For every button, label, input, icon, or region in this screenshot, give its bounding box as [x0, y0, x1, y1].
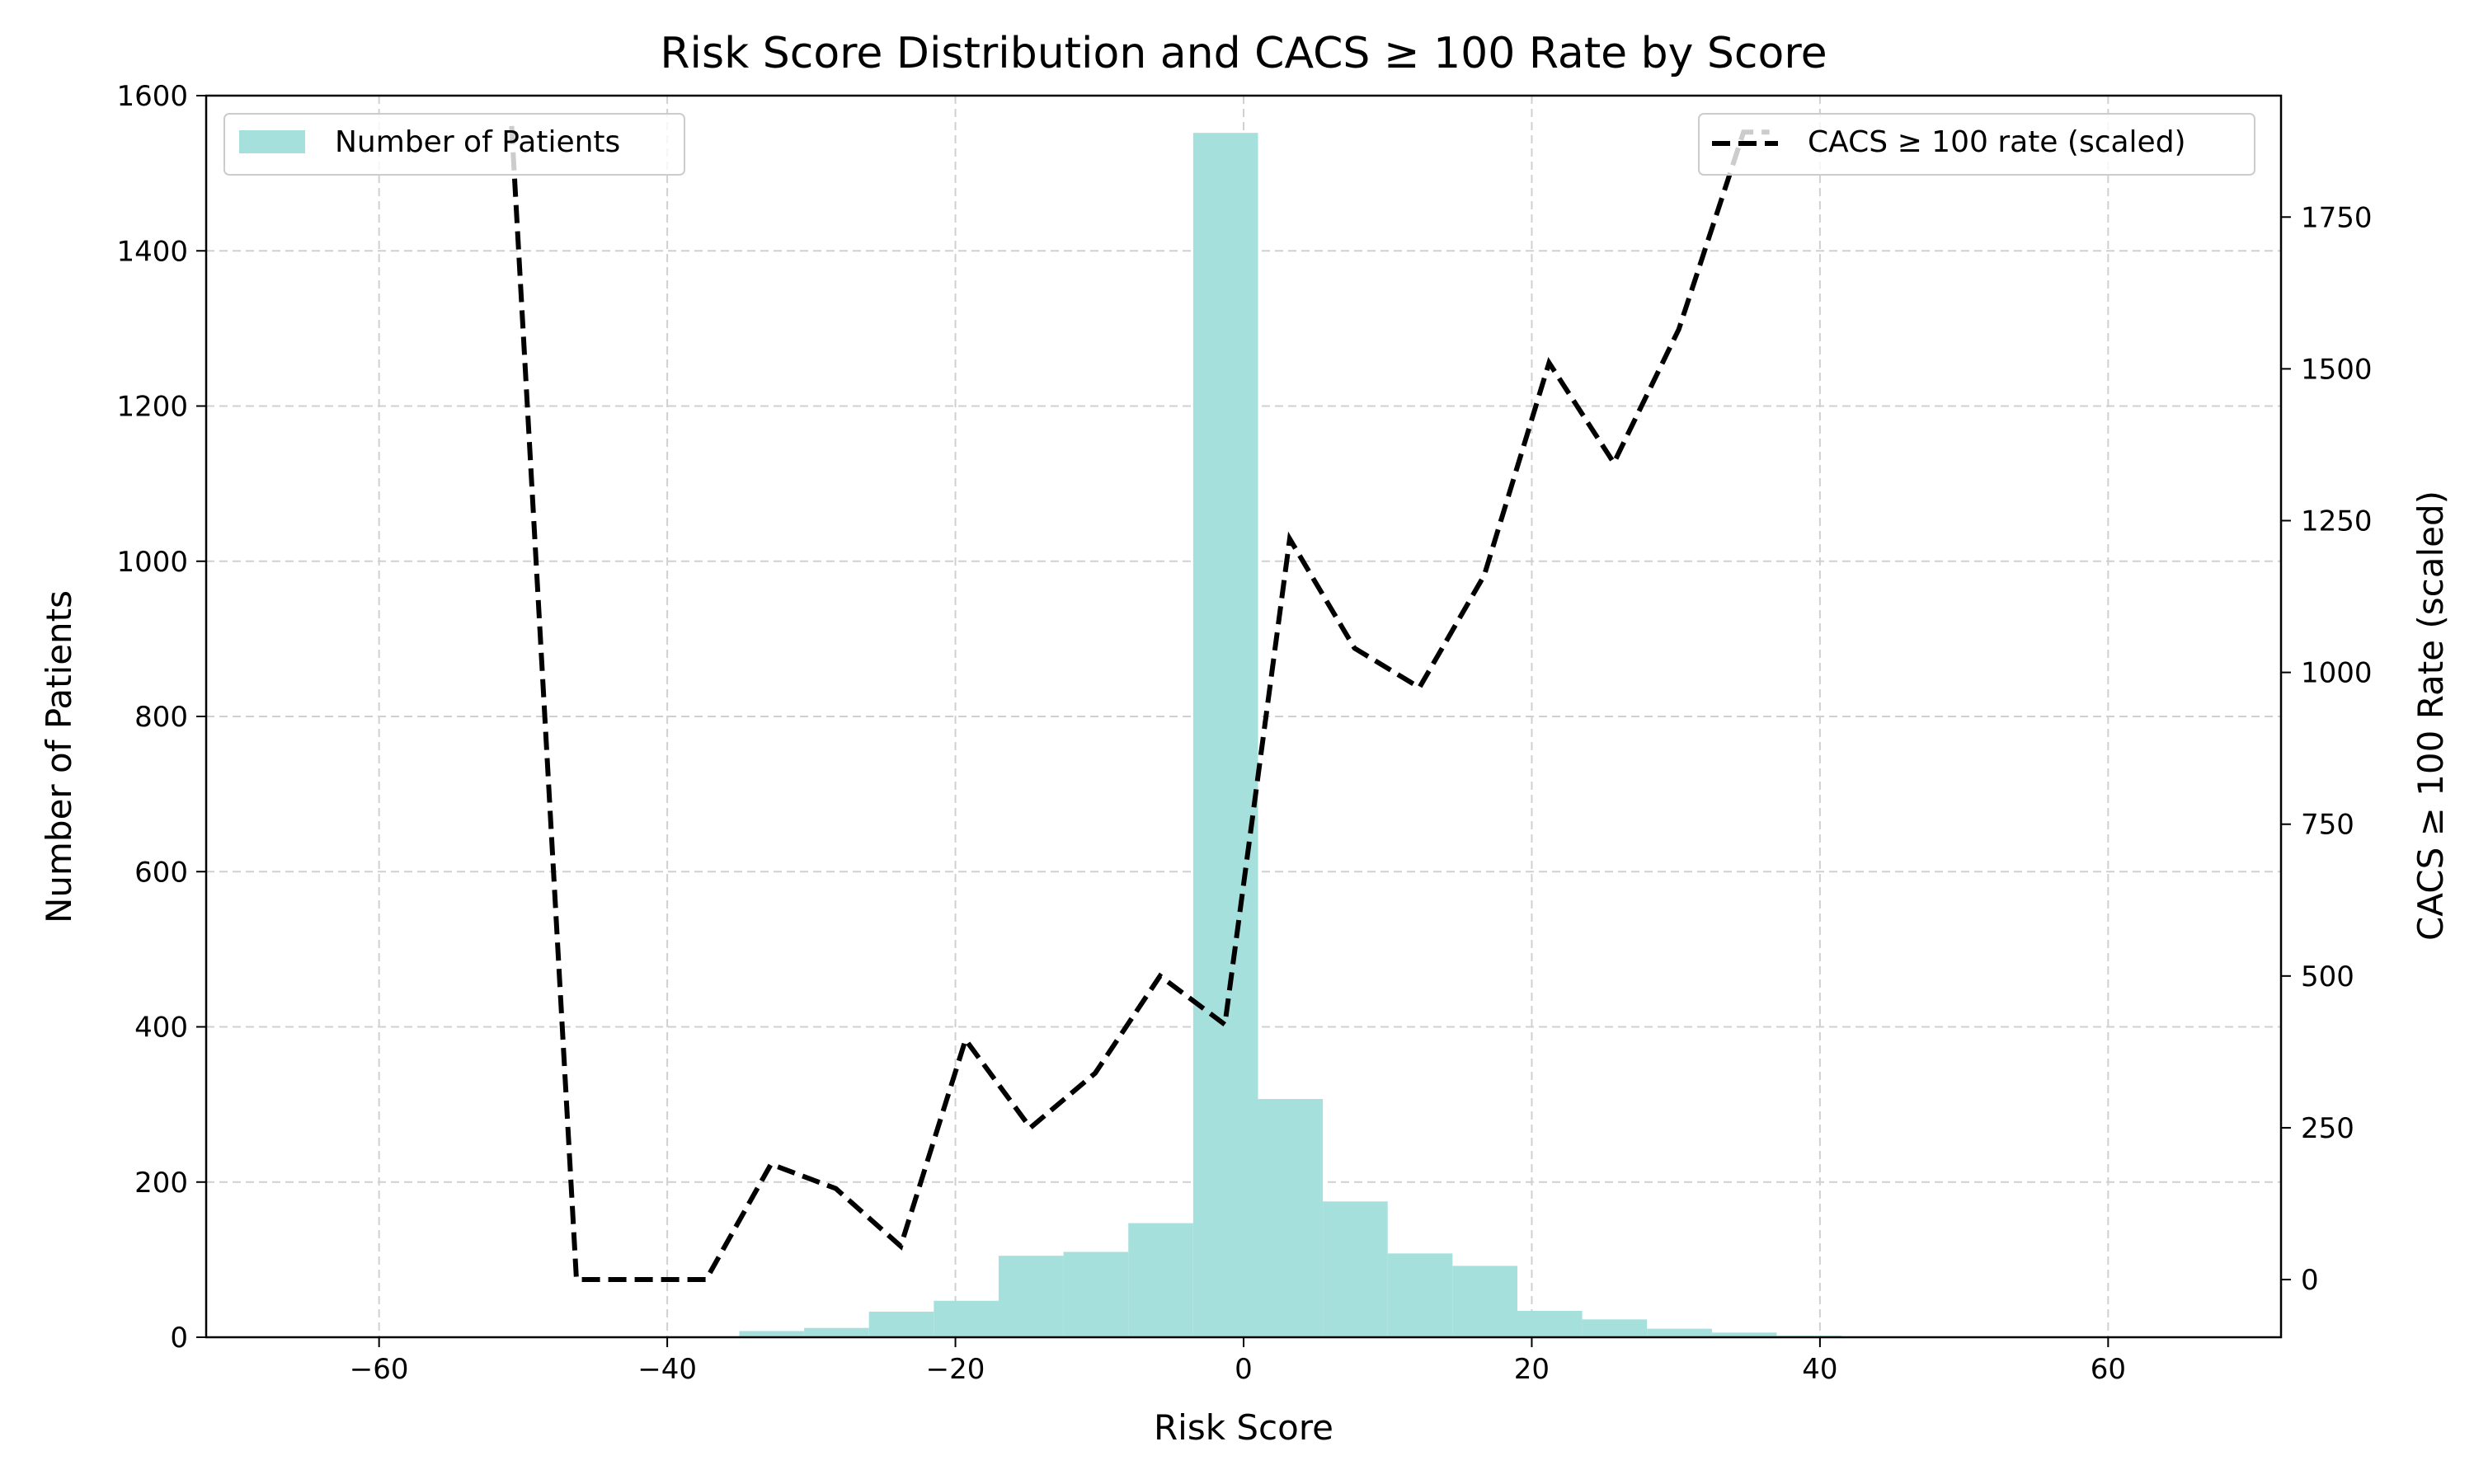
- axis-ticks: −60 −40 −20 0 20 40 60020040060080010001200140…: [116, 80, 2372, 1386]
- y2-tick-label: 750: [2301, 809, 2354, 842]
- y2-tick-label: 250: [2301, 1112, 2354, 1145]
- x-tick-label: −40: [637, 1353, 697, 1386]
- histogram-bar: [1517, 1310, 1583, 1337]
- y2-tick-label: 1500: [2301, 353, 2373, 386]
- histogram-bar: [1192, 133, 1258, 1338]
- x-tick-label: 60: [2091, 1353, 2126, 1386]
- histogram-bar: [1063, 1252, 1129, 1337]
- histogram-bar: [1323, 1201, 1388, 1337]
- y-axis-title: Number of Patients: [39, 590, 79, 923]
- histogram-bar: [998, 1256, 1064, 1337]
- x-tick-label: 40: [1802, 1353, 1837, 1386]
- y2-tick-label: 0: [2301, 1264, 2319, 1297]
- legend-patients: Number of Patients: [223, 113, 685, 176]
- x-tick-label: 0: [1235, 1353, 1253, 1386]
- y-tick-label: 1200: [116, 391, 188, 424]
- y-tick-label: 800: [134, 701, 188, 734]
- histogram-bar: [804, 1327, 869, 1337]
- histogram-bar: [739, 1331, 805, 1337]
- y-tick-label: 600: [134, 856, 188, 889]
- histogram-bar: [1711, 1332, 1777, 1337]
- chart-title: Risk Score Distribution and CACS ≥ 100 R…: [660, 29, 1827, 78]
- y2-axis-title: CACS ≥ 100 Rate (scaled): [2411, 491, 2451, 941]
- y-tick-label: 200: [134, 1167, 188, 1200]
- legend-patients-label: Number of Patients: [335, 125, 620, 159]
- histogram-bar: [1647, 1328, 1712, 1337]
- y-tick-label: 0: [170, 1322, 188, 1355]
- histogram-bars: [739, 133, 1842, 1338]
- y-tick-label: 1600: [116, 80, 188, 113]
- rate-line-layer: [509, 125, 1770, 1282]
- histogram-bar: [868, 1311, 934, 1337]
- y-tick-label: 400: [134, 1012, 188, 1045]
- x-tick-label: −60: [350, 1353, 409, 1386]
- y-tick-label: 1400: [116, 235, 188, 268]
- x-tick-label: 20: [1514, 1353, 1550, 1386]
- y-tick-label: 1000: [116, 546, 188, 579]
- legend-rate-label: CACS ≥ 100 rate (scaled): [1808, 125, 2186, 159]
- legend-rate-box: [1698, 113, 2255, 176]
- x-tick-label: −20: [926, 1353, 985, 1386]
- histogram-bar: [1128, 1223, 1193, 1337]
- histogram-bar: [1452, 1266, 1517, 1337]
- histogram-bar: [1258, 1099, 1324, 1337]
- histogram-bar: [1582, 1319, 1648, 1337]
- rate-line: [509, 125, 1770, 1282]
- legend-patients-swatch: [239, 130, 305, 153]
- y2-tick-label: 500: [2301, 960, 2354, 993]
- x-axis-title: Risk Score: [1154, 1407, 1333, 1448]
- y2-tick-label: 1750: [2301, 201, 2373, 234]
- y2-tick-label: 1250: [2301, 505, 2373, 538]
- histogram-bar: [934, 1300, 999, 1337]
- y2-tick-label: 1000: [2301, 657, 2373, 690]
- histogram-bar: [1387, 1253, 1453, 1337]
- legend-patients-box: [223, 113, 685, 176]
- legend-rate: CACS ≥ 100 rate (scaled): [1698, 113, 2255, 176]
